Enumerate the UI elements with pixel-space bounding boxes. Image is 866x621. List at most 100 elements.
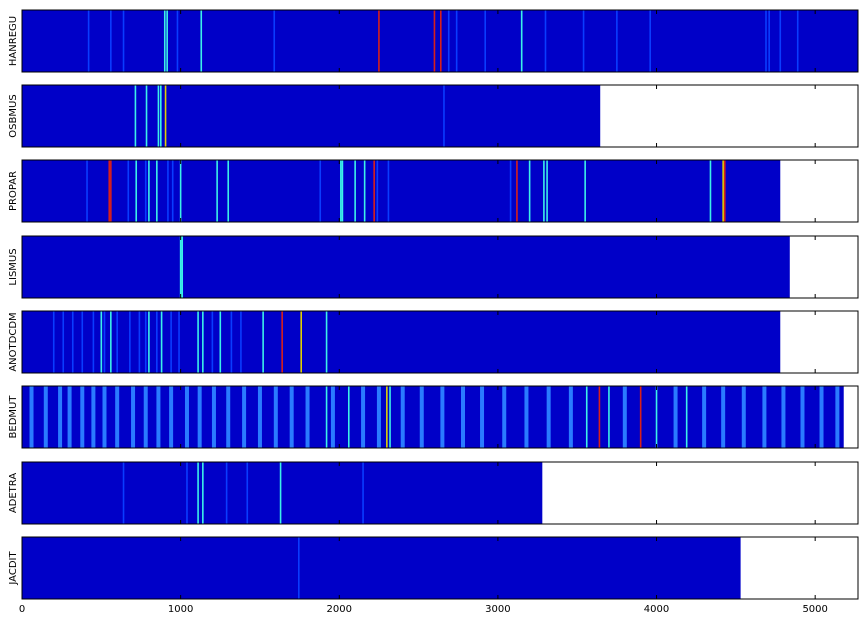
x-axis: 0 1000 2000 3000 4000 5000	[19, 604, 828, 615]
track-mark	[796, 10, 799, 72]
track-mark	[179, 160, 182, 222]
track-mark	[160, 311, 163, 373]
track-mark	[134, 85, 137, 147]
track-mark	[516, 160, 518, 222]
track-mark	[608, 386, 610, 448]
track-label: LISMUS	[8, 248, 19, 285]
track-label: BEDMUT	[8, 395, 19, 439]
track-mark	[197, 386, 202, 448]
track-mark	[103, 311, 106, 373]
track-mark	[202, 311, 204, 373]
track-mark	[709, 160, 712, 222]
track-mark	[673, 386, 678, 448]
track-mark	[240, 311, 242, 373]
track-mark	[400, 386, 405, 448]
track-mark	[200, 10, 203, 72]
track-mark	[58, 386, 63, 448]
track-mark	[387, 160, 390, 222]
track-mark	[171, 160, 174, 222]
track-mark	[341, 160, 344, 222]
track-mark	[176, 10, 179, 72]
x-tick-label: 1000	[168, 604, 193, 615]
track-mark	[148, 311, 150, 373]
track-mark	[86, 160, 88, 222]
track-frame	[21, 159, 859, 223]
track-mark	[202, 462, 204, 524]
track-mark	[347, 386, 350, 448]
track-mark	[156, 311, 158, 373]
track-mark	[211, 386, 216, 448]
track-mark	[741, 386, 746, 448]
track-frame	[21, 461, 859, 525]
track-mark	[281, 311, 283, 373]
x-tick-label: 0	[19, 604, 25, 615]
track-mark	[781, 386, 786, 448]
track-mark	[186, 462, 188, 524]
track-mark	[273, 386, 278, 448]
track-mark	[257, 386, 262, 448]
track-mark	[167, 160, 169, 222]
x-tick-label: 2000	[327, 604, 352, 615]
track-mark	[143, 386, 148, 448]
track-mark	[116, 311, 118, 373]
track-mark	[721, 386, 726, 448]
track-frame	[21, 84, 859, 148]
track-mark	[433, 10, 436, 72]
track-mark	[131, 386, 136, 448]
track-mark	[273, 10, 276, 72]
track-mark	[524, 386, 529, 448]
track-mark	[386, 386, 388, 448]
track-mark	[835, 386, 840, 448]
track-mark	[765, 10, 767, 72]
track-mark	[156, 386, 161, 448]
track-mark	[585, 386, 588, 448]
track-mark	[122, 462, 125, 524]
track-mark	[148, 160, 150, 222]
track-mark	[354, 160, 356, 222]
track-strip	[22, 537, 741, 599]
track-mark	[439, 10, 442, 72]
track-mark	[127, 160, 130, 222]
track-mark	[62, 311, 65, 373]
x-tick-label: 3000	[485, 604, 510, 615]
track-mark	[135, 160, 138, 222]
track-strip	[22, 311, 781, 373]
track-mark	[225, 462, 228, 524]
track-label: ADETRA	[8, 473, 19, 514]
track-propar: PROPAR	[8, 159, 859, 223]
track-mark	[389, 386, 391, 448]
track-mark	[598, 386, 601, 448]
track-mark	[169, 386, 174, 448]
track-mark	[622, 386, 627, 448]
track-mark	[87, 10, 90, 72]
track-hanregu: HANREGU	[8, 9, 859, 73]
track-mark	[361, 386, 366, 448]
track-mark	[43, 386, 48, 448]
track-mark	[582, 10, 585, 72]
x-tick-label: 4000	[644, 604, 669, 615]
track-mark	[164, 85, 167, 147]
track-mark	[178, 311, 180, 373]
track-mark	[325, 386, 328, 448]
track-mark	[262, 311, 264, 373]
track-mark	[115, 386, 120, 448]
track-label: JACDIT	[8, 551, 19, 586]
track-mark	[163, 10, 166, 72]
track-frame	[21, 9, 859, 73]
track-label: OSBMUS	[8, 94, 19, 137]
track-mark	[455, 10, 458, 72]
track-mark	[157, 85, 160, 147]
track-mark	[279, 462, 282, 524]
track-mark	[685, 386, 688, 448]
track-mark	[216, 160, 218, 222]
track-mark	[616, 10, 618, 72]
track-label: ANOTDCDM	[8, 312, 19, 371]
track-mark	[325, 311, 328, 373]
track-osbmus: OSBMUS	[8, 84, 859, 148]
track-frame	[21, 235, 859, 299]
track-mark	[289, 386, 294, 448]
track-mark	[655, 386, 658, 448]
track-mark	[520, 10, 523, 72]
track-mark	[166, 10, 168, 72]
